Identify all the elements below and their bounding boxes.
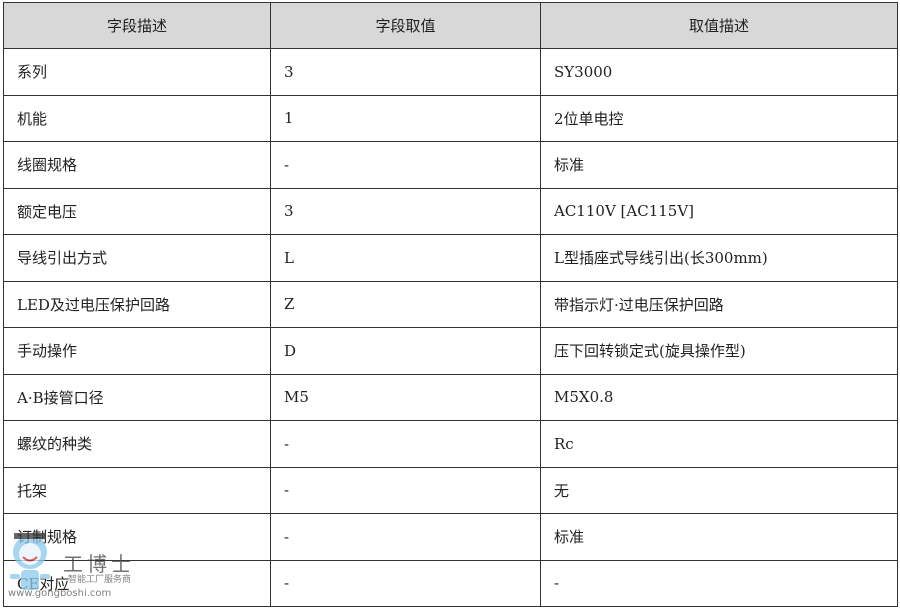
table-row: 托架 - 无	[3, 466, 898, 514]
table-row: CE对应 - -	[3, 559, 898, 607]
table-row: 线圈规格 - 标准	[3, 141, 898, 189]
field-value: -	[270, 141, 541, 189]
value-description: 标准	[540, 513, 898, 561]
field-description: A·B接管口径	[3, 373, 271, 421]
table-row: 系列 3 SY3000	[3, 48, 898, 96]
value-description: SY3000	[540, 48, 898, 96]
value-description: 压下回转锁定式(旋具操作型)	[540, 327, 898, 375]
value-description: 2位单电控	[540, 94, 898, 142]
field-description: 托架	[3, 466, 271, 514]
value-description: Rc	[540, 420, 898, 468]
field-value: Z	[270, 280, 541, 328]
field-description: 订制规格	[3, 513, 271, 561]
field-value: D	[270, 327, 541, 375]
field-description: 机能	[3, 94, 271, 142]
value-description: M5X0.8	[540, 373, 898, 421]
table-row: 手动操作 D 压下回转锁定式(旋具操作型)	[3, 327, 898, 375]
field-value: -	[270, 559, 541, 607]
value-description: 标准	[540, 141, 898, 189]
table-row: 导线引出方式 L L型插座式导线引出(长300mm)	[3, 234, 898, 282]
column-header: 字段取值	[270, 2, 541, 49]
spec-table: 字段描述 字段取值 取值描述 系列 3 SY3000 机能 1 2位单电控 线圈规格 - 标准 额定电…	[3, 2, 898, 607]
table-row: 机能 1 2位单电控	[3, 94, 898, 142]
column-header: 取值描述	[540, 2, 898, 49]
value-description: 无	[540, 466, 898, 514]
value-description: AC110V [AC115V]	[540, 187, 898, 235]
field-description: 导线引出方式	[3, 234, 271, 282]
table-row: A·B接管口径 M5 M5X0.8	[3, 373, 898, 421]
table-row: 额定电压 3 AC110V [AC115V]	[3, 187, 898, 235]
field-description: 线圈规格	[3, 141, 271, 189]
field-description: 手动操作	[3, 327, 271, 375]
field-value: 3	[270, 187, 541, 235]
header-row: 字段描述 字段取值 取值描述	[3, 2, 898, 49]
field-value: L	[270, 234, 541, 282]
value-description: L型插座式导线引出(长300mm)	[540, 234, 898, 282]
table-row: LED及过电压保护回路 Z 带指示灯·过电压保护回路	[3, 280, 898, 328]
field-description: 额定电压	[3, 187, 271, 235]
table-row: 订制规格 - 标准	[3, 513, 898, 561]
field-description: 系列	[3, 48, 271, 96]
field-value: 1	[270, 94, 541, 142]
table-row: 螺纹的种类 - Rc	[3, 420, 898, 468]
field-value: -	[270, 420, 541, 468]
column-header: 字段描述	[3, 2, 271, 49]
field-description: LED及过电压保护回路	[3, 280, 271, 328]
field-value: -	[270, 466, 541, 514]
field-value: 3	[270, 48, 541, 96]
field-value: -	[270, 513, 541, 561]
field-description: CE对应	[3, 559, 271, 607]
field-value: M5	[270, 373, 541, 421]
field-description: 螺纹的种类	[3, 420, 271, 468]
value-description: 带指示灯·过电压保护回路	[540, 280, 898, 328]
value-description: -	[540, 559, 898, 607]
